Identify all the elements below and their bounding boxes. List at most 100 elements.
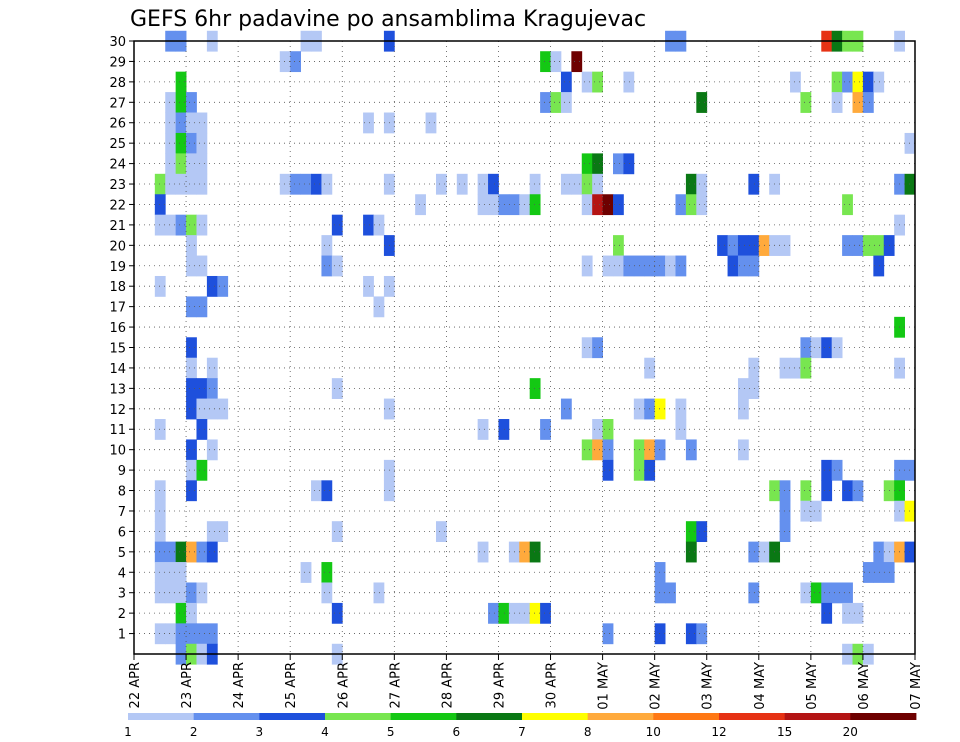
heatmap-cell (550, 92, 562, 113)
y-tick-label: 30 (109, 35, 126, 50)
heatmap-cell (175, 153, 187, 175)
heatmap-cell (206, 541, 218, 563)
heatmap-cell (529, 194, 541, 216)
heatmap-cell (456, 173, 468, 195)
heatmap-cell (290, 173, 302, 195)
heatmap-cell (321, 562, 333, 583)
heatmap-cell (737, 398, 749, 420)
heatmap-cell (321, 582, 333, 604)
heatmap-cell (529, 602, 541, 624)
heatmap-cell (560, 398, 572, 420)
heatmap-cell (581, 153, 593, 175)
heatmap-cell (196, 419, 208, 440)
heatmap-cell (165, 582, 177, 604)
heatmap-cell (800, 357, 812, 379)
heatmap-cell (175, 173, 187, 195)
heatmap-cell (186, 378, 197, 399)
x-tick-label: 01 MAY (597, 662, 612, 710)
heatmap-cell (186, 214, 197, 236)
heatmap-cell (279, 51, 291, 73)
heatmap-cell (488, 173, 499, 195)
heatmap-cell (748, 541, 760, 563)
heatmap-cell (154, 194, 166, 216)
heatmap-cell (540, 51, 551, 73)
heatmap-cell (154, 562, 166, 583)
heatmap-cell (685, 521, 697, 543)
heatmap-cell (165, 153, 177, 175)
heatmap-cell (602, 623, 614, 645)
heatmap-cell (737, 255, 749, 277)
heatmap-cell (206, 623, 218, 645)
heatmap-cell (873, 562, 885, 583)
heatmap-cell (737, 235, 749, 256)
heatmap-cell (852, 602, 864, 624)
heatmap-cell (279, 173, 291, 195)
heatmap-cell (373, 296, 385, 318)
y-tick-label: 12 (109, 403, 126, 418)
heatmap-cell (665, 255, 676, 277)
legend-swatch (587, 713, 654, 720)
legend-swatch (193, 713, 260, 720)
legend-swatch (653, 713, 720, 720)
heatmap-cell (498, 194, 510, 216)
heatmap-cell (206, 357, 218, 379)
y-tick-label: 22 (109, 198, 126, 213)
color-legend: 1 2 3 4 5 6 7 8 10 12 15 20 (124, 713, 917, 739)
heatmap-cell (810, 500, 822, 522)
y-tick-label: 27 (109, 96, 126, 111)
legend-label: 20 (843, 725, 858, 739)
heatmap-cells (154, 30, 916, 665)
y-tick-label: 7 (118, 505, 126, 520)
heatmap-cell (186, 92, 197, 113)
heatmap-cell (852, 235, 864, 256)
grid-lines (134, 40, 915, 654)
legend-swatch (325, 713, 392, 720)
y-tick-label: 17 (109, 301, 126, 316)
heatmap-cell (186, 235, 197, 256)
legend-label: 10 (646, 725, 661, 739)
heatmap-cell (675, 398, 687, 420)
heatmap-cell (206, 398, 218, 420)
x-tick-label: 30 APR (545, 662, 560, 708)
heatmap-cell (321, 480, 333, 502)
heatmap-cell (623, 255, 635, 277)
legend-label: 4 (321, 725, 329, 739)
heatmap-cell (165, 173, 177, 195)
y-tick-label: 8 (118, 485, 126, 500)
x-tick-label: 02 MAY (649, 662, 664, 710)
heatmap-cell (154, 582, 166, 604)
heatmap-cell (154, 500, 166, 522)
heatmap-cell (696, 173, 708, 195)
heatmap-cell (821, 459, 833, 481)
legend-swatch (128, 713, 195, 720)
heatmap-cell (206, 521, 218, 543)
heatmap-cell (186, 582, 197, 604)
heatmap-cell (196, 296, 208, 318)
x-tick-label: 07 MAY (909, 662, 924, 710)
heatmap-cell (831, 337, 843, 359)
heatmap-cell (560, 173, 572, 195)
heatmap-cell (821, 337, 833, 359)
heatmap-cell (435, 521, 447, 543)
heatmap-cell (186, 132, 197, 154)
legend-label: 12 (711, 725, 726, 739)
heatmap-cell (435, 173, 447, 195)
heatmap-cell (477, 194, 489, 216)
heatmap-cell (831, 582, 843, 604)
legend-swatch (259, 713, 326, 720)
heatmap-cell (196, 582, 208, 604)
heatmap-cell (581, 194, 593, 216)
heatmap-cell (862, 92, 874, 113)
heatmap-cell (602, 459, 614, 481)
heatmap-cell (685, 541, 697, 563)
heatmap-cell (779, 235, 791, 256)
heatmap-cell (154, 173, 166, 195)
heatmap-cell (821, 602, 833, 624)
heatmap-cell (862, 235, 874, 256)
heatmap-cell (831, 71, 843, 93)
heatmap-cell (717, 235, 728, 256)
heatmap-cell (175, 562, 187, 583)
legend-label: 7 (518, 725, 526, 739)
heatmap-cell (175, 112, 187, 134)
